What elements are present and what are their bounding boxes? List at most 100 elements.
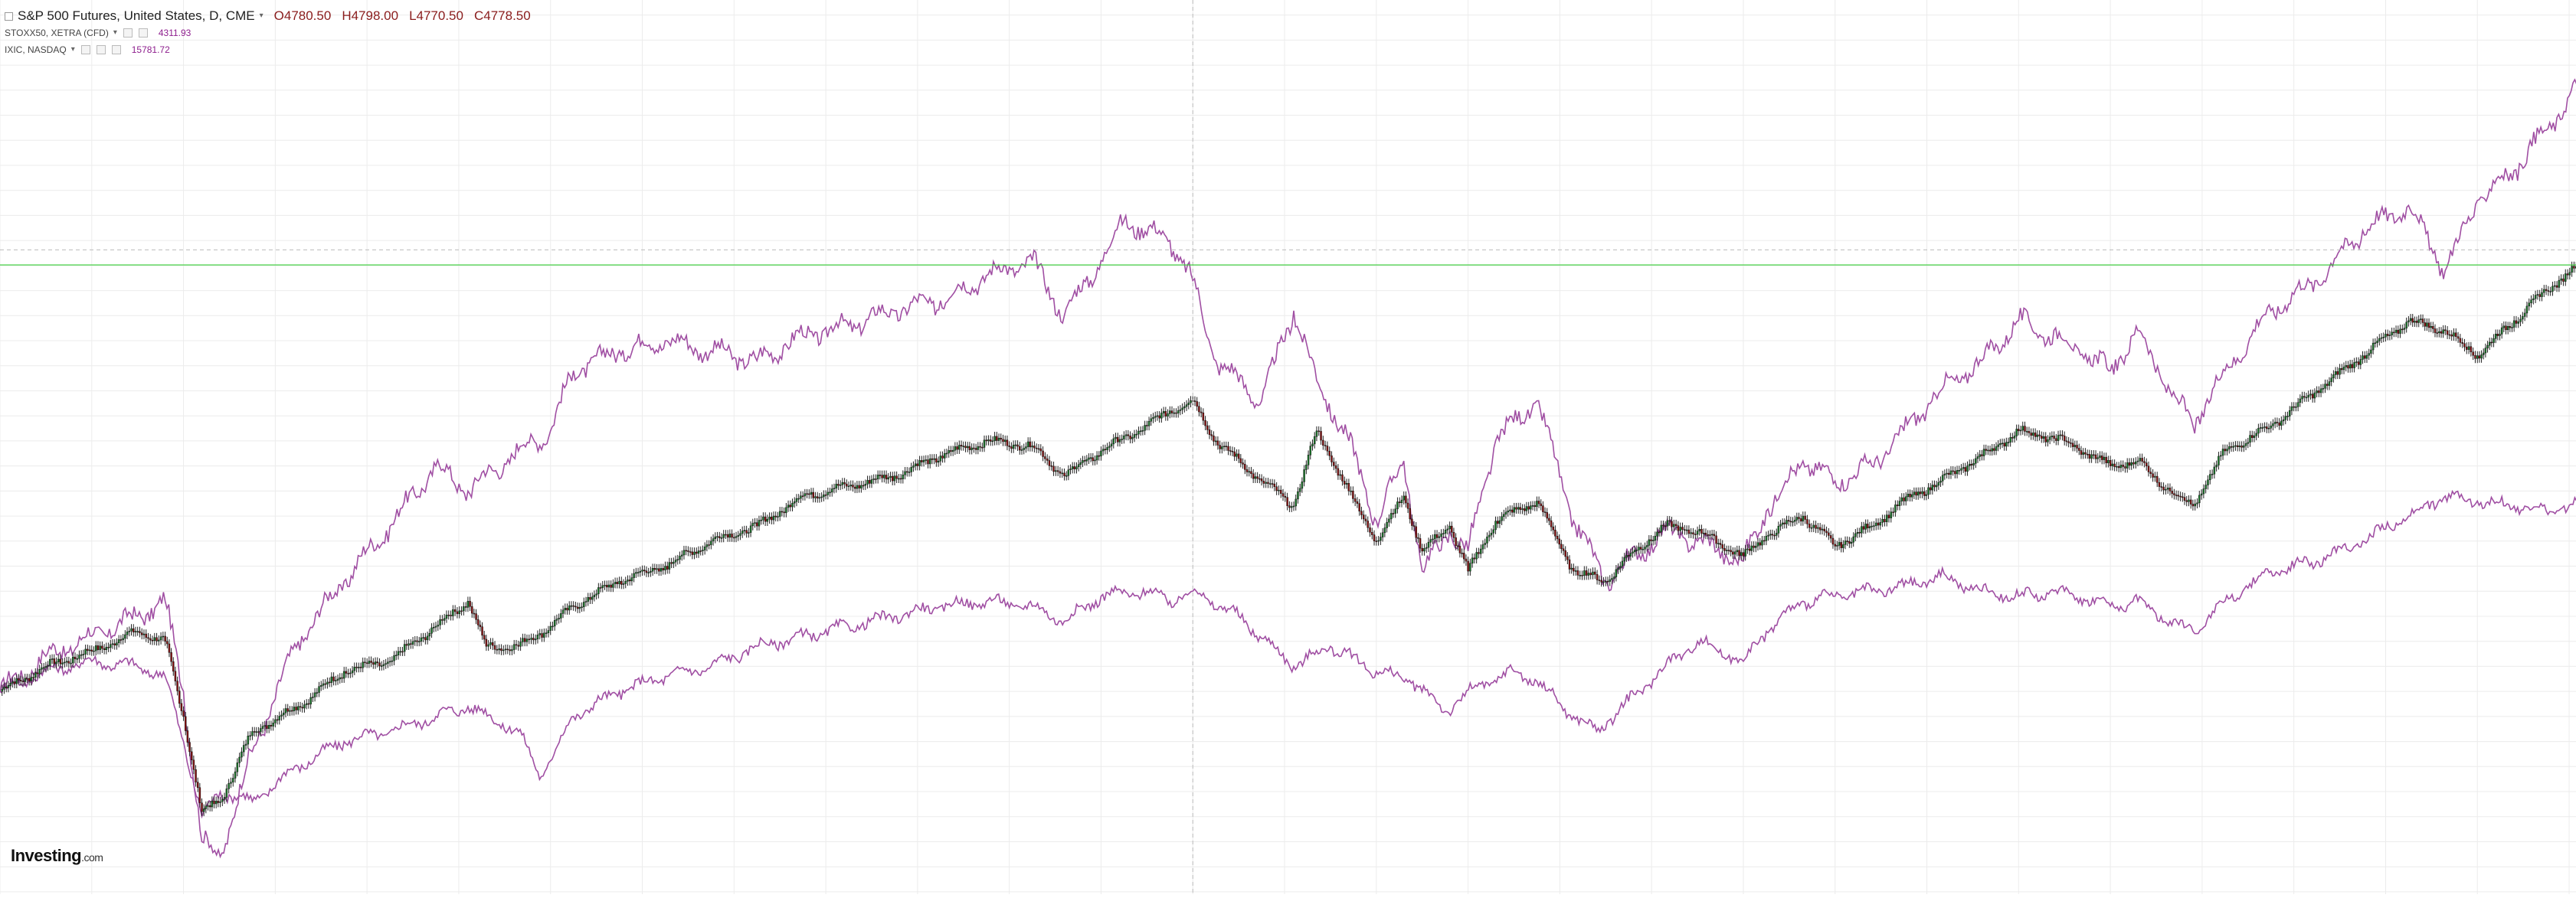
- candle-body: [1362, 514, 1365, 520]
- candle-body: [1353, 498, 1357, 502]
- candle-body: [2177, 495, 2180, 497]
- candle-body: [403, 644, 406, 652]
- candle-body: [443, 618, 446, 621]
- candle-body: [1440, 533, 1442, 537]
- candle-body: [843, 482, 846, 485]
- candle-body: [673, 561, 675, 564]
- candle-body: [84, 648, 87, 655]
- candle-body: [808, 493, 810, 495]
- candle-body: [2041, 436, 2043, 439]
- candle-body: [55, 661, 57, 665]
- candle-body: [2299, 398, 2302, 403]
- candle-body: [1795, 517, 1799, 521]
- candle-body: [2301, 396, 2303, 400]
- candle-body: [2082, 452, 2084, 455]
- candle-body: [2388, 335, 2391, 336]
- candle-body: [1964, 467, 1967, 472]
- legend-ixic-row[interactable]: IXIC, NASDAQ ▾ 15781.72: [5, 41, 531, 58]
- chevron-down-icon[interactable]: ▾: [113, 28, 117, 37]
- candle-body: [2515, 320, 2518, 324]
- candle-body: [332, 676, 335, 681]
- candle-body: [1204, 420, 1206, 426]
- candle-body: [2488, 341, 2491, 346]
- candle-body: [420, 637, 423, 642]
- legend-main-row[interactable]: S&P 500 Futures, United States, D, CME ▾…: [5, 8, 531, 24]
- candle-body: [88, 649, 91, 651]
- candle-body: [2500, 327, 2503, 335]
- visibility-toggle-icon[interactable]: [80, 45, 90, 54]
- candle-body: [1771, 534, 1774, 536]
- candle-body: [720, 537, 723, 539]
- candle-body: [977, 446, 980, 450]
- chevron-down-icon[interactable]: ▾: [259, 11, 263, 20]
- candle-body: [703, 547, 706, 550]
- series-line: [0, 489, 2576, 819]
- candle-body: [336, 678, 339, 681]
- candle-body: [1867, 524, 1869, 528]
- candle-body: [1160, 413, 1163, 419]
- candle-body: [2522, 316, 2524, 320]
- candle-body: [2450, 334, 2453, 337]
- legend-stoxx-row[interactable]: STOXX50, XETRA (CFD) ▾ 4311.93: [5, 24, 531, 41]
- candle-body: [1421, 547, 1423, 552]
- candle-body: [2001, 442, 2004, 445]
- candle-body: [1927, 487, 1930, 495]
- chevron-down-icon[interactable]: ▾: [70, 45, 75, 54]
- candle-body: [2386, 334, 2389, 336]
- candle-body: [674, 560, 677, 563]
- candle-body: [261, 726, 264, 729]
- candle-body: [399, 651, 401, 653]
- candle-body: [708, 544, 710, 546]
- candle-body: [1804, 515, 1806, 520]
- candle-body: [1458, 546, 1461, 553]
- close-icon[interactable]: [111, 45, 121, 54]
- settings-icon[interactable]: [138, 28, 148, 38]
- candle-body: [1331, 456, 1333, 462]
- candle-body: [1328, 450, 1331, 456]
- candle-body: [771, 516, 773, 521]
- candle-body: [2382, 337, 2385, 338]
- candle-body: [1576, 570, 1579, 576]
- candle-body: [453, 609, 457, 612]
- candle-body: [1850, 541, 1853, 544]
- candle-body: [2055, 438, 2057, 441]
- candle-body: [1765, 536, 1768, 541]
- candle-body: [2247, 442, 2250, 444]
- candle-body: [925, 459, 928, 461]
- candle-body: [234, 771, 237, 779]
- candle-body: [1144, 425, 1146, 431]
- candle-body: [912, 465, 915, 468]
- candle-body: [1645, 545, 1648, 547]
- candle-body: [1966, 465, 1969, 472]
- candle-body: [320, 684, 322, 687]
- candle-body: [1662, 524, 1664, 527]
- candle-body: [2349, 364, 2352, 369]
- candle-body: [1537, 501, 1540, 505]
- candle-body: [534, 638, 537, 641]
- settings-icon[interactable]: [96, 45, 106, 54]
- candle-body: [49, 659, 51, 666]
- candle-body: [1065, 475, 1068, 477]
- visibility-toggle-icon[interactable]: [123, 28, 133, 38]
- candle-body: [59, 658, 62, 665]
- candle-body: [833, 488, 836, 489]
- candle-body: [787, 505, 790, 508]
- candle-body: [2221, 449, 2224, 456]
- candle-body: [2284, 416, 2287, 420]
- candle-body: [1931, 485, 1934, 491]
- candle-body: [816, 496, 819, 499]
- candle-body: [1981, 454, 1983, 456]
- collapse-icon[interactable]: [5, 11, 13, 21]
- candle-body: [1999, 443, 2002, 446]
- candle-body: [1821, 528, 1824, 531]
- candle-body: [522, 638, 524, 642]
- candle-body: [837, 484, 840, 486]
- candle-body: [74, 656, 77, 659]
- candle-body: [1481, 544, 1484, 550]
- candle-body: [2011, 437, 2014, 439]
- candle-body: [2564, 273, 2567, 282]
- candle-body: [2272, 423, 2274, 426]
- candle-body: [1254, 476, 1257, 479]
